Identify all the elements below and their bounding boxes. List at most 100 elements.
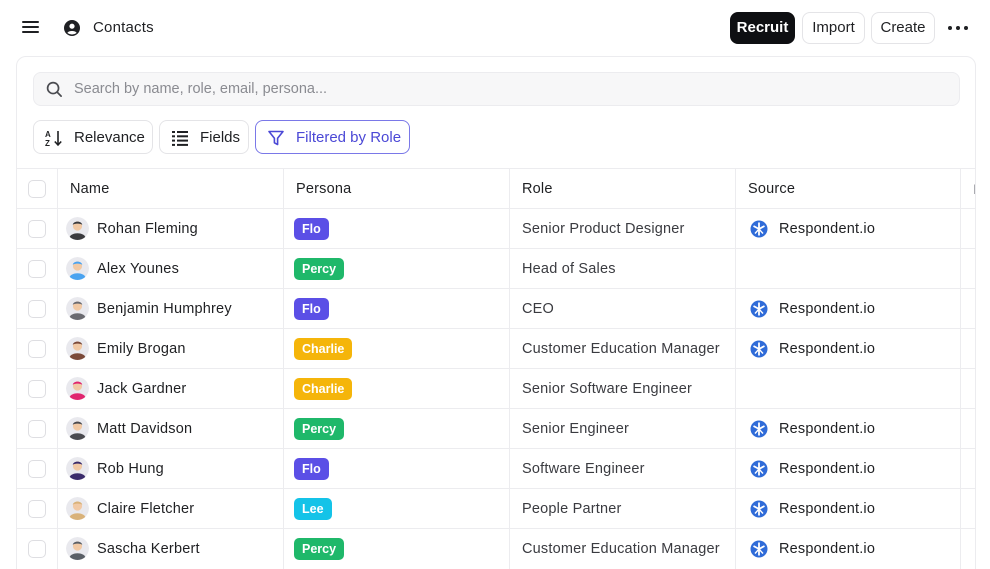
- row-checkbox[interactable]: [28, 500, 46, 518]
- persona-badge[interactable]: Percy: [294, 538, 345, 560]
- fields-button[interactable]: Fields: [159, 120, 249, 154]
- table-row[interactable]: Jack Gardner Charlie Senior Software Eng…: [17, 368, 975, 409]
- persona-badge[interactable]: Flo: [294, 458, 329, 480]
- hamburger-menu-icon[interactable]: [22, 18, 44, 38]
- persona-badge[interactable]: Percy: [294, 418, 345, 440]
- search-bar: [33, 72, 960, 106]
- persona-badge[interactable]: Charlie: [294, 338, 353, 360]
- contact-name: Emily Brogan: [97, 341, 186, 357]
- table-row[interactable]: Benjamin Humphrey Flo CEO Respondent.io: [17, 288, 975, 329]
- row-checkbox[interactable]: [28, 260, 46, 278]
- name-cell[interactable]: Benjamin Humphrey: [58, 289, 284, 329]
- role-cell[interactable]: Senior Software Engineer: [510, 369, 736, 409]
- name-cell[interactable]: Rohan Fleming: [58, 209, 284, 249]
- import-button[interactable]: Import: [802, 12, 865, 44]
- persona-cell[interactable]: Flo: [284, 449, 510, 489]
- source-cell[interactable]: Respondent.io: [736, 289, 961, 329]
- table-row[interactable]: Alex Younes Percy Head of Sales: [17, 248, 975, 289]
- persona-badge[interactable]: Flo: [294, 218, 329, 240]
- table-row[interactable]: Matt Davidson Percy Senior Engineer Resp…: [17, 408, 975, 449]
- fields-label: Fields: [200, 129, 241, 146]
- name-cell[interactable]: Sascha Kerbert: [58, 529, 284, 569]
- role-cell[interactable]: Software Engineer: [510, 449, 736, 489]
- more-options-icon[interactable]: [948, 26, 968, 32]
- column-header-name[interactable]: Name: [58, 169, 284, 209]
- recruit-button[interactable]: Recruit: [730, 12, 795, 44]
- source-cell[interactable]: Respondent.io: [736, 409, 961, 449]
- source-cell[interactable]: Respondent.io: [736, 529, 961, 569]
- persona-cell[interactable]: Charlie: [284, 369, 510, 409]
- persona-cell[interactable]: Lee: [284, 489, 510, 529]
- source-cell[interactable]: [736, 249, 961, 289]
- select-all-cell: [17, 169, 58, 209]
- row-checkbox[interactable]: [28, 220, 46, 238]
- row-checkbox[interactable]: [28, 540, 46, 558]
- name-cell[interactable]: Rob Hung: [58, 449, 284, 489]
- column-header-source[interactable]: Source: [736, 169, 961, 209]
- table-row[interactable]: Rob Hung Flo Software Engineer Responden…: [17, 448, 975, 489]
- role-cell[interactable]: Customer Education Manager: [510, 529, 736, 569]
- table-row[interactable]: Rohan Fleming Flo Senior Product Designe…: [17, 208, 975, 249]
- persona-cell[interactable]: Flo: [284, 289, 510, 329]
- search-input[interactable]: [74, 73, 944, 105]
- name-cell[interactable]: Alex Younes: [58, 249, 284, 289]
- respondent-logo-icon: [750, 340, 768, 358]
- name-cell[interactable]: Claire Fletcher: [58, 489, 284, 529]
- role-cell[interactable]: CEO: [510, 289, 736, 329]
- persona-badge[interactable]: Flo: [294, 298, 329, 320]
- contact-name: Rohan Fleming: [97, 221, 198, 237]
- select-all-checkbox[interactable]: [28, 180, 46, 198]
- avatar: [66, 537, 89, 560]
- source-cell[interactable]: Respondent.io: [736, 489, 961, 529]
- truncated-cell: [961, 449, 975, 489]
- filter-funnel-icon: [268, 130, 284, 146]
- persona-badge[interactable]: Lee: [294, 498, 332, 520]
- sort-relevance-button[interactable]: A Z Relevance: [33, 120, 153, 154]
- role-cell[interactable]: Head of Sales: [510, 249, 736, 289]
- column-header-label: Name: [70, 181, 110, 197]
- truncated-cell: [961, 409, 975, 449]
- name-cell[interactable]: Matt Davidson: [58, 409, 284, 449]
- persona-cell[interactable]: Charlie: [284, 329, 510, 369]
- role-text: CEO: [522, 301, 555, 317]
- table-row[interactable]: Sascha Kerbert Percy Customer Education …: [17, 528, 975, 569]
- persona-badge[interactable]: Charlie: [294, 378, 353, 400]
- row-checkbox[interactable]: [28, 300, 46, 318]
- role-cell[interactable]: Senior Engineer: [510, 409, 736, 449]
- role-cell[interactable]: Senior Product Designer: [510, 209, 736, 249]
- contact-name: Jack Gardner: [97, 381, 187, 397]
- source-cell[interactable]: Respondent.io: [736, 209, 961, 249]
- row-checkbox[interactable]: [28, 420, 46, 438]
- contact-name: Sascha Kerbert: [97, 541, 200, 557]
- persona-cell[interactable]: Flo: [284, 209, 510, 249]
- filtered-by-role-button[interactable]: Filtered by Role: [255, 120, 410, 154]
- source-cell[interactable]: Respondent.io: [736, 449, 961, 489]
- persona-cell[interactable]: Percy: [284, 529, 510, 569]
- column-header-role[interactable]: Role: [510, 169, 736, 209]
- role-cell[interactable]: Customer Education Manager: [510, 329, 736, 369]
- name-cell[interactable]: Emily Brogan: [58, 329, 284, 369]
- column-header-label: Role: [522, 181, 553, 197]
- persona-badge[interactable]: Percy: [294, 258, 345, 280]
- relevance-label: Relevance: [74, 129, 145, 146]
- respondent-logo-icon: [750, 220, 768, 238]
- table-row[interactable]: Claire Fletcher Lee People Partner Respo…: [17, 488, 975, 529]
- row-checkbox[interactable]: [28, 460, 46, 478]
- role-cell[interactable]: People Partner: [510, 489, 736, 529]
- create-button[interactable]: Create: [871, 12, 935, 44]
- persona-cell[interactable]: Percy: [284, 409, 510, 449]
- column-header-persona[interactable]: Persona: [284, 169, 510, 209]
- table-row[interactable]: Emily Brogan Charlie Customer Education …: [17, 328, 975, 369]
- column-header-more[interactable]: I: [961, 169, 975, 209]
- name-cell[interactable]: Jack Gardner: [58, 369, 284, 409]
- role-text: Senior Software Engineer: [522, 381, 693, 397]
- filter-label: Filtered by Role: [296, 129, 402, 146]
- persona-cell[interactable]: Percy: [284, 249, 510, 289]
- truncated-cell: [961, 249, 975, 289]
- row-checkbox[interactable]: [28, 340, 46, 358]
- truncated-cell: [961, 369, 975, 409]
- contact-person-icon: [64, 20, 80, 36]
- source-cell[interactable]: Respondent.io: [736, 329, 961, 369]
- row-checkbox[interactable]: [28, 380, 46, 398]
- source-cell[interactable]: [736, 369, 961, 409]
